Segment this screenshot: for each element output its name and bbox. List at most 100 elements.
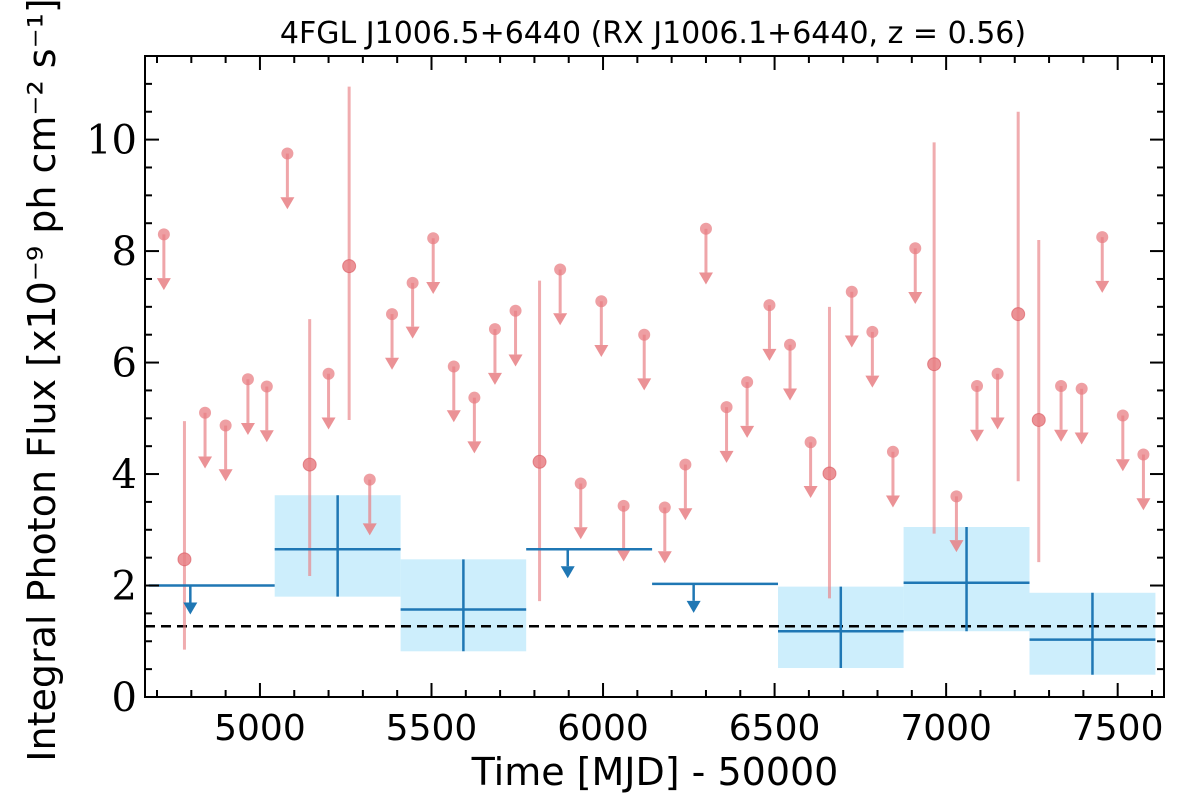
short-bin-point bbox=[406, 276, 419, 289]
short-bin-upper-limit bbox=[405, 276, 420, 339]
short-bin-point bbox=[909, 242, 922, 255]
short-bin-detection bbox=[1031, 239, 1046, 563]
short-bin-point bbox=[699, 222, 712, 235]
upper-limit-arrow-head bbox=[970, 429, 985, 442]
upper-limit-arrow-head bbox=[783, 388, 798, 401]
short-bin-series bbox=[156, 86, 1151, 650]
short-bin-upper-limit bbox=[156, 228, 171, 291]
upper-limit-arrow-head bbox=[280, 197, 295, 210]
short-bin-upper-limit bbox=[487, 323, 502, 385]
short-bin-point bbox=[658, 501, 671, 514]
short-bin-point bbox=[1075, 382, 1088, 395]
short-bin-point bbox=[763, 299, 776, 312]
short-bin-point bbox=[386, 308, 399, 321]
upper-limit-arrow-head bbox=[573, 527, 588, 540]
short-bin-upper-limit bbox=[280, 147, 295, 210]
y-tick-label: 4 bbox=[112, 452, 137, 498]
upper-limit-arrow-head bbox=[198, 456, 213, 469]
upper-limit-arrow-head bbox=[553, 313, 568, 326]
short-bin-point bbox=[950, 490, 963, 503]
short-bin-upper-limit bbox=[844, 285, 859, 348]
short-bin-point bbox=[720, 401, 733, 414]
short-bin-point bbox=[302, 457, 317, 472]
short-bin-point bbox=[679, 458, 692, 471]
x-tick-label: 6500 bbox=[729, 708, 821, 749]
short-bin-point bbox=[554, 263, 567, 276]
plot-frame bbox=[144, 55, 1165, 698]
upper-limit-arrow-head bbox=[594, 344, 609, 357]
upper-limit-arrow-head bbox=[657, 551, 672, 564]
upper-limit-arrow-head bbox=[908, 292, 923, 305]
short-bin-detection bbox=[177, 421, 192, 650]
short-bin-point bbox=[886, 445, 899, 458]
short-bin-upper-limit bbox=[1095, 231, 1110, 293]
long-bin-series bbox=[148, 495, 1156, 675]
upper-limit-arrow-head bbox=[803, 486, 818, 499]
upper-limit-arrow-head bbox=[719, 450, 734, 463]
short-bin-point bbox=[595, 295, 608, 308]
short-bin-upper-limit bbox=[508, 304, 523, 367]
short-bin-upper-limit bbox=[865, 325, 880, 388]
short-bin-upper-limit bbox=[321, 367, 336, 430]
x-tick-label: 6000 bbox=[557, 708, 649, 749]
short-bin-point bbox=[260, 380, 273, 393]
upper-limit-arrow-head bbox=[762, 348, 777, 361]
upper-limit-arrow-head bbox=[865, 375, 880, 388]
short-bin-point bbox=[281, 147, 294, 160]
short-bin-upper-limit bbox=[616, 499, 631, 562]
y-axis-title: Integral Photon Flux [x10⁻⁹ ph cm⁻² s⁻¹] bbox=[20, 0, 64, 762]
short-bin-point bbox=[342, 259, 357, 274]
upper-limit-arrow-head bbox=[885, 495, 900, 508]
upper-limit-arrow-head bbox=[990, 417, 1005, 430]
short-bin-point bbox=[845, 285, 858, 298]
x-tick-label: 7500 bbox=[1072, 708, 1164, 749]
short-bin-point bbox=[157, 228, 170, 241]
upper-limit-arrow-head bbox=[678, 508, 693, 521]
short-bin-point bbox=[488, 323, 501, 336]
x-tick-labels: 5000 5500 6000 6500 7000 7500 bbox=[214, 708, 1163, 749]
short-bin-point bbox=[1055, 379, 1068, 392]
upper-limit-arrow-head bbox=[156, 278, 171, 291]
short-bin-point bbox=[804, 436, 817, 449]
short-bin-upper-limit bbox=[970, 379, 985, 442]
upper-limit-arrow-head bbox=[1115, 459, 1130, 472]
chart-title: 4FGL J1006.5+6440 (RX J1006.1+6440, z = … bbox=[280, 16, 1026, 51]
long-bin-detection bbox=[778, 586, 904, 669]
short-bin-point bbox=[1011, 307, 1026, 322]
y-tick-labels: 0 2 4 6 8 10 bbox=[86, 118, 137, 721]
upper-limit-arrow-head bbox=[686, 600, 701, 613]
short-bin-upper-limit bbox=[698, 222, 713, 285]
short-bin-detection bbox=[342, 86, 357, 420]
short-bin-point bbox=[927, 357, 942, 372]
short-bin-point bbox=[177, 552, 192, 567]
short-bin-upper-limit bbox=[594, 295, 609, 357]
long-bin-detection bbox=[400, 559, 527, 652]
axis-ticks bbox=[145, 56, 1164, 698]
short-bin-point bbox=[991, 367, 1004, 380]
upper-limit-arrow-head bbox=[321, 417, 336, 430]
short-bin-point bbox=[1096, 231, 1109, 244]
upper-limit-arrow-head bbox=[385, 357, 400, 370]
short-bin-upper-limit bbox=[573, 477, 588, 540]
x-tick-label: 5500 bbox=[386, 708, 478, 749]
short-bin-upper-limit bbox=[218, 419, 233, 482]
y-tick-label: 6 bbox=[112, 341, 137, 387]
upper-limit-arrow-head bbox=[698, 272, 713, 285]
upper-limit-arrow-head bbox=[183, 602, 198, 615]
short-bin-point bbox=[741, 376, 754, 389]
long-bin-upper-limit bbox=[526, 548, 653, 579]
short-bin-upper-limit bbox=[240, 373, 255, 436]
short-bin-upper-limit bbox=[553, 263, 568, 326]
short-bin-point bbox=[638, 328, 651, 341]
upper-limit-arrow-head bbox=[467, 441, 482, 454]
short-bin-upper-limit bbox=[1136, 448, 1151, 511]
upper-limit-arrow-head bbox=[637, 378, 652, 391]
short-bin-upper-limit bbox=[198, 406, 213, 469]
short-bin-upper-limit bbox=[1115, 409, 1130, 472]
x-tick-label: 5000 bbox=[214, 708, 306, 749]
y-tick-label: 10 bbox=[86, 118, 137, 164]
short-bin-upper-limit bbox=[783, 338, 798, 401]
short-bin-point bbox=[322, 367, 335, 380]
upper-limit-arrow-head bbox=[426, 282, 441, 295]
